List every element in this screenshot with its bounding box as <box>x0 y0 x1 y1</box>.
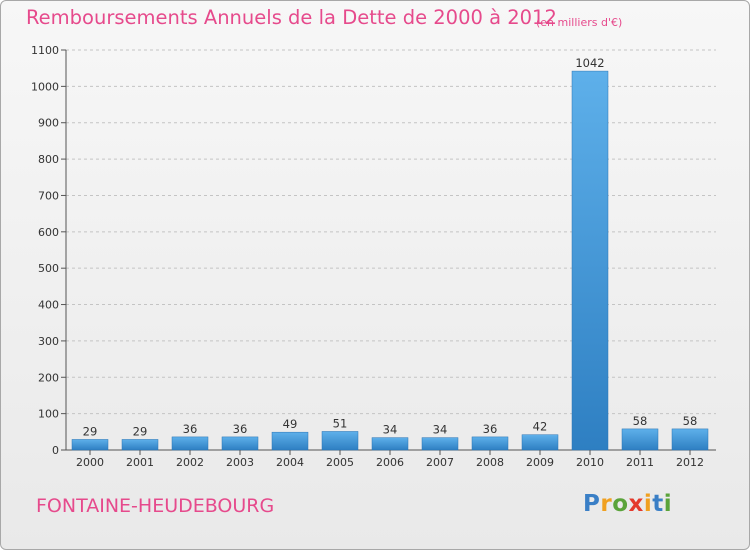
x-tick-label-2007: 2007 <box>426 456 454 469</box>
data-label-2007: 34 <box>433 423 448 437</box>
x-tick-label-2006: 2006 <box>376 456 404 469</box>
data-label-2006: 34 <box>383 423 398 437</box>
bar-2011 <box>621 428 659 451</box>
y-tick-label: 0 <box>52 444 59 457</box>
data-label-2004: 49 <box>283 417 298 431</box>
bar-2008 <box>471 436 509 451</box>
data-label-2008: 36 <box>483 422 498 436</box>
logo-letter: x <box>628 491 644 517</box>
y-tick-label: 200 <box>38 371 59 384</box>
bar-2009 <box>521 434 559 451</box>
logo-letter: i <box>663 491 673 517</box>
chart-unit: (en milliers d'€) <box>536 16 623 29</box>
y-tick-label: 700 <box>38 189 59 202</box>
logo-letter: i <box>643 491 653 517</box>
data-label-2000: 29 <box>83 424 98 438</box>
commune-name: FONTAINE-HEUDEBOURG <box>36 495 275 517</box>
data-label-2009: 42 <box>533 420 548 434</box>
x-tick-label-2004: 2004 <box>276 456 304 469</box>
y-tick-label: 500 <box>38 262 59 275</box>
y-tick-label: 800 <box>38 153 59 166</box>
x-tick-label-2008: 2008 <box>476 456 504 469</box>
bar-2004 <box>271 431 309 451</box>
logo-letter: P <box>583 491 601 517</box>
y-tick-label: 1000 <box>31 80 59 93</box>
bar-2007 <box>421 437 459 451</box>
y-tick-label: 900 <box>38 117 59 130</box>
x-tick-label-2003: 2003 <box>226 456 254 469</box>
x-tick-label-2000: 2000 <box>76 456 104 469</box>
x-tick-label-2011: 2011 <box>626 456 654 469</box>
x-tick-label-2009: 2009 <box>526 456 554 469</box>
logo-letter: o <box>612 491 629 517</box>
proxiti-logo: Proxiti <box>583 491 672 517</box>
bar-2010 <box>571 70 609 451</box>
x-tick-label-2005: 2005 <box>326 456 354 469</box>
bar-2012 <box>671 428 709 451</box>
bar-2003 <box>221 436 259 451</box>
data-label-2005: 51 <box>333 416 348 430</box>
x-tick-label-2001: 2001 <box>126 456 154 469</box>
bar-2005 <box>321 431 359 451</box>
x-tick-label-2002: 2002 <box>176 456 204 469</box>
x-tick-label-2012: 2012 <box>676 456 704 469</box>
logo-letter: t <box>652 491 664 517</box>
bar-2000 <box>71 439 109 451</box>
x-tick-label-2010: 2010 <box>576 456 604 469</box>
y-tick-label: 400 <box>38 299 59 312</box>
data-label-2003: 36 <box>233 422 248 436</box>
chart-title: Remboursements Annuels de la Dette de 20… <box>26 6 557 29</box>
data-label-2002: 36 <box>183 422 198 436</box>
data-label-2001: 29 <box>133 424 148 438</box>
y-tick-label: 600 <box>38 226 59 239</box>
data-label-2012: 58 <box>683 414 698 428</box>
bar-2001 <box>121 439 159 451</box>
y-tick-label: 100 <box>38 408 59 421</box>
bar-2002 <box>171 436 209 451</box>
y-tick-label: 300 <box>38 335 59 348</box>
data-label-2011: 58 <box>633 414 648 428</box>
y-tick-label: 1100 <box>31 44 59 57</box>
data-label-2010: 1042 <box>575 56 604 70</box>
bar-2006 <box>371 437 409 451</box>
logo-letter: r <box>600 491 613 517</box>
